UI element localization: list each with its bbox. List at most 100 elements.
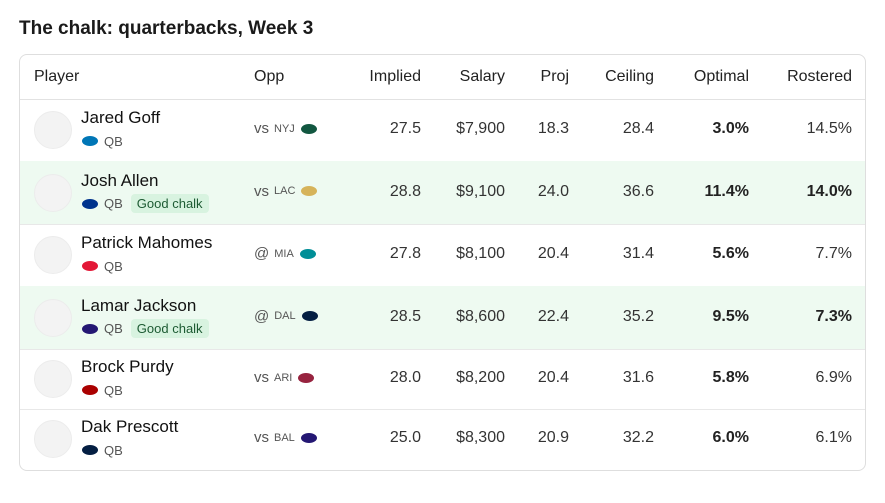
position: QB: [104, 258, 123, 274]
position: QB: [104, 442, 123, 458]
header: Rostered: [787, 68, 852, 85]
proj: 24.0: [537, 182, 569, 200]
proj: 22.4: [537, 307, 569, 325]
player-name: Josh Allen: [81, 170, 159, 190]
opponent: @ MIA: [254, 245, 317, 262]
opp-team: ARI: [274, 371, 293, 384]
position: QB: [104, 196, 123, 211]
ceiling: 32.2: [622, 429, 654, 446]
player-meta: QB: [81, 256, 123, 276]
optimal: 5.6%: [712, 245, 749, 262]
avatar: [34, 360, 72, 398]
position: QB: [104, 133, 123, 149]
player-name: Jared Goff: [81, 108, 161, 127]
team-logo: [82, 261, 98, 271]
player-name: Patrick Mahomes: [81, 233, 213, 252]
opp-prefix: vs: [254, 182, 269, 200]
rostered: 14.5%: [806, 120, 852, 137]
opp-prefix: vs: [254, 369, 269, 386]
salary: $8,600: [456, 307, 505, 325]
proj: 20.9: [537, 429, 569, 446]
team-logo: [301, 311, 318, 321]
rostered: 6.9%: [815, 369, 852, 386]
salary: $8,200: [456, 369, 505, 386]
player-name: Lamar Jackson: [81, 295, 197, 315]
position: QB: [104, 321, 123, 336]
opp-team: MIA: [274, 247, 294, 260]
ceiling: 31.6: [622, 369, 654, 386]
implied: 28.5: [389, 307, 421, 325]
rostered: 7.7%: [815, 245, 852, 262]
rostered: 6.1%: [815, 429, 852, 446]
salary: $8,300: [456, 429, 505, 446]
ceiling: 31.4: [622, 245, 654, 262]
table-row: Dak Prescott QB vs BAL 25.0 $8,300 20.9 32.2 6.0…: [20, 409, 865, 469]
optimal: 5.8%: [712, 369, 749, 386]
header: Salary: [459, 68, 505, 85]
opp-team: BAL: [274, 431, 295, 444]
avatar: [34, 173, 72, 212]
table-row: Lamar Jackson QB Good chalk @ DAL 28.5 $8,600 2…: [20, 286, 865, 350]
proj: 18.3: [537, 120, 569, 137]
title: The chalk: quarterbacks, Week 3: [19, 18, 314, 39]
team-logo: [82, 323, 98, 334]
proj: 20.4: [537, 245, 569, 262]
header: Proj: [540, 68, 569, 85]
header: Player: [34, 68, 80, 85]
opp-prefix: @: [254, 245, 270, 262]
ceiling: 28.4: [622, 120, 654, 137]
avatar: [34, 236, 72, 274]
player-meta: QB Good chalk: [81, 194, 209, 214]
ceiling: 36.6: [622, 182, 654, 200]
salary: $8,100: [456, 245, 505, 262]
optimal: 3.0%: [712, 120, 749, 137]
team-logo: [298, 372, 315, 383]
header: Implied: [369, 68, 421, 85]
badge: Good chalk: [130, 194, 209, 213]
opp-prefix: @: [254, 307, 270, 325]
rostered: 14.0%: [806, 182, 852, 200]
opponent: vs NYJ: [254, 120, 318, 137]
table-row: Brock Purdy QB vs ARI 28.0 $8,200 20.4 31.6 5.8%…: [20, 349, 865, 410]
salary: $7,900: [456, 120, 505, 137]
opp-team: DAL: [274, 310, 296, 322]
player-name: Dak Prescott: [81, 417, 179, 436]
team-logo: [82, 445, 98, 455]
implied: 27.5: [389, 120, 421, 137]
header: Optimal: [693, 68, 749, 85]
table-row: Josh Allen QB Good chalk vs LAC 28.8 $9,100 24.…: [20, 161, 865, 225]
opp-team: LAC: [274, 185, 296, 197]
salary: $9,100: [456, 182, 505, 200]
opp-prefix: vs: [254, 120, 269, 137]
badge: Good chalk: [130, 319, 209, 338]
optimal: 6.0%: [712, 429, 749, 446]
team-logo: [301, 186, 318, 196]
table-row: Patrick Mahomes QB @ MIA 27.8 $8,100 20.4 31.4 5…: [20, 224, 865, 287]
opp-prefix: vs: [254, 429, 269, 446]
opponent: vs ARI: [254, 369, 315, 386]
avatar: [34, 111, 72, 149]
opponent: vs LAC: [254, 183, 318, 200]
optimal: 9.5%: [712, 307, 749, 325]
player-meta: QB: [81, 131, 123, 151]
ceiling: 35.2: [622, 307, 654, 325]
opponent: vs BAL: [254, 429, 318, 446]
implied: 25.0: [389, 429, 421, 446]
rostered: 7.3%: [815, 307, 852, 325]
table: Player Opp Implied Salary Proj Ceiling O…: [19, 54, 866, 471]
proj: 20.4: [537, 369, 569, 386]
position: QB: [104, 382, 123, 398]
player-meta: QB: [81, 440, 123, 460]
header-row: Player Opp Implied Salary Proj Ceiling O…: [20, 55, 865, 100]
header: Ceiling: [605, 68, 654, 85]
team-logo: [300, 123, 317, 134]
implied: 27.8: [389, 245, 421, 262]
implied: 28.0: [389, 369, 421, 386]
opp-team: NYJ: [274, 122, 295, 135]
player-meta: QB: [81, 380, 123, 400]
implied: 28.8: [389, 182, 421, 200]
team-logo: [300, 432, 317, 443]
team-logo: [299, 248, 316, 259]
opponent: @ DAL: [254, 308, 319, 325]
